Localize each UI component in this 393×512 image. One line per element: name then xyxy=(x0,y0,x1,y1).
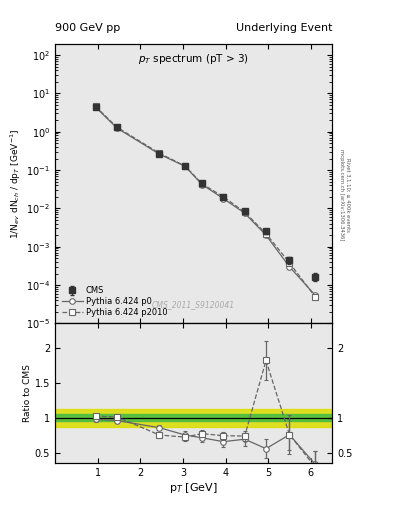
Pythia 6.424 p0 xyxy=(93,104,98,110)
Y-axis label: Ratio to CMS: Ratio to CMS xyxy=(23,365,32,422)
Pythia 6.424 p0 xyxy=(313,292,318,298)
Pythia 6.424 p0 xyxy=(264,232,268,238)
Pythia 6.424 p2010 xyxy=(264,230,268,237)
Pythia 6.424 p2010 xyxy=(221,194,226,200)
Text: mcplots.cern.ch [arXiv:1306.3436]: mcplots.cern.ch [arXiv:1306.3436] xyxy=(339,149,344,240)
Y-axis label: 1/N$_{ev}$ dN$_{ch}$ / dp$_{T}$ [GeV$^{-1}$]: 1/N$_{ev}$ dN$_{ch}$ / dp$_{T}$ [GeV$^{-… xyxy=(9,129,23,239)
Pythia 6.424 p2010 xyxy=(287,260,292,266)
Line: Pythia 6.424 p2010: Pythia 6.424 p2010 xyxy=(93,103,318,300)
Text: $p_T$ spectrum (pT > 3): $p_T$ spectrum (pT > 3) xyxy=(138,52,249,66)
Pythia 6.424 p0 xyxy=(287,264,292,270)
Pythia 6.424 p0 xyxy=(242,210,247,216)
Text: 900 GeV pp: 900 GeV pp xyxy=(55,23,120,33)
Pythia 6.424 p0 xyxy=(221,196,226,202)
Text: Rivet 3.1.10; ≥ 400k events: Rivet 3.1.10; ≥ 400k events xyxy=(345,158,350,231)
Pythia 6.424 p2010 xyxy=(200,181,204,187)
Bar xyxy=(55,409,332,426)
Pythia 6.424 p2010 xyxy=(242,209,247,215)
Text: Underlying Event: Underlying Event xyxy=(235,23,332,33)
Legend: CMS, Pythia 6.424 p0, Pythia 6.424 p2010: CMS, Pythia 6.424 p0, Pythia 6.424 p2010 xyxy=(59,284,170,319)
Pythia 6.424 p0 xyxy=(200,181,204,187)
Bar xyxy=(55,414,332,421)
Pythia 6.424 p2010 xyxy=(114,124,119,130)
Pythia 6.424 p0 xyxy=(183,163,187,169)
Pythia 6.424 p2010 xyxy=(183,163,187,169)
X-axis label: p$_{T}$ [GeV]: p$_{T}$ [GeV] xyxy=(169,481,218,495)
Pythia 6.424 p0 xyxy=(157,151,162,157)
Pythia 6.424 p2010 xyxy=(157,150,162,156)
Text: CMS_2011_S9120041: CMS_2011_S9120041 xyxy=(152,301,235,309)
Pythia 6.424 p0 xyxy=(114,125,119,131)
Pythia 6.424 p2010 xyxy=(93,103,98,110)
Line: Pythia 6.424 p0: Pythia 6.424 p0 xyxy=(93,104,318,298)
Pythia 6.424 p2010 xyxy=(313,293,318,300)
